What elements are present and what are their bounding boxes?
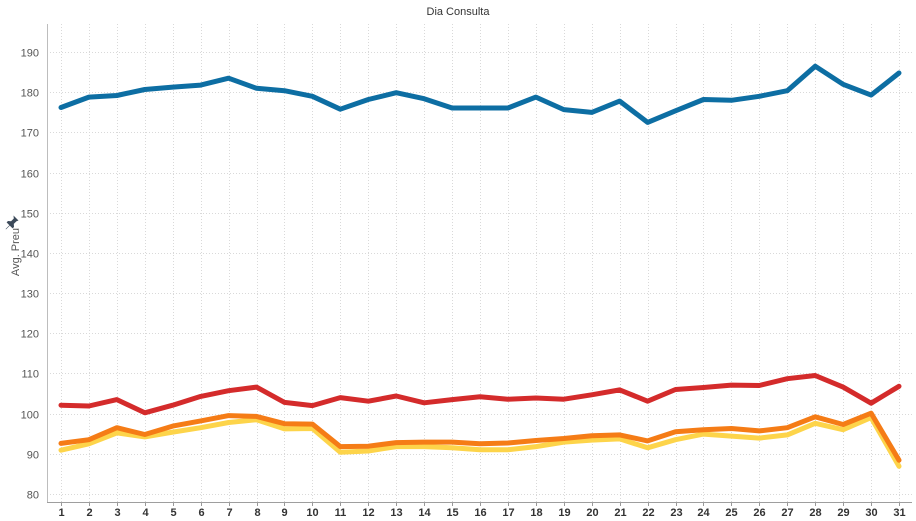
x-tick-label: 20 — [586, 507, 598, 519]
x-tick-label: 11 — [335, 507, 347, 519]
x-tick-label: 9 — [281, 507, 287, 519]
x-tick-label: 27 — [781, 507, 793, 519]
series-line-2 — [58, 373, 902, 416]
x-tick-label: 19 — [558, 507, 570, 519]
x-tick-label: 21 — [614, 507, 626, 519]
x-tick-label: 29 — [837, 507, 849, 519]
x-tick-label: 8 — [254, 507, 260, 519]
series-line-1 — [58, 63, 902, 125]
y-tick-label: 130 — [21, 289, 39, 301]
x-tick-label: 6 — [198, 507, 204, 519]
x-tick-label: 13 — [390, 507, 402, 519]
y-tick-label: 180 — [21, 88, 39, 100]
y-tick-label: 190 — [21, 48, 39, 60]
x-tick-label: 30 — [865, 507, 877, 519]
x-tick-label: 31 — [893, 507, 905, 519]
y-tick-label: 140 — [21, 249, 39, 261]
x-tick-label: 17 — [502, 507, 514, 519]
y-tick-label: 170 — [21, 128, 39, 140]
y-tick-label: 150 — [21, 209, 39, 221]
y-tick-label: 120 — [21, 329, 39, 341]
x-tick-label: 5 — [170, 507, 176, 519]
x-tick-label: 1 — [58, 507, 64, 519]
x-tick-label: 15 — [446, 507, 458, 519]
x-tick-label: 2 — [86, 507, 92, 519]
y-tick-label: 110 — [21, 369, 39, 381]
x-tick-label: 7 — [226, 507, 232, 519]
x-tick-label: 23 — [670, 507, 682, 519]
x-tick-label: 10 — [306, 507, 318, 519]
y-tick-label: 100 — [21, 410, 39, 422]
x-tick-label: 24 — [697, 507, 710, 519]
series-line-4 — [58, 410, 902, 463]
x-tick-label: 12 — [362, 507, 374, 519]
pin-icon[interactable] — [4, 214, 20, 230]
x-tick-label: 16 — [474, 507, 486, 519]
y-tick-label: 160 — [21, 169, 39, 181]
x-tick-label: 3 — [114, 507, 120, 519]
x-tick-label: 18 — [530, 507, 542, 519]
chart-title: Dia Consulta — [426, 6, 490, 18]
x-tick-label: 28 — [809, 507, 821, 519]
x-tick-label: 4 — [142, 507, 149, 519]
x-tick-label: 25 — [725, 507, 737, 519]
x-tick-label: 14 — [418, 507, 431, 519]
y-axis-title-group: Avg. Preu — [2, 210, 24, 290]
series-line-3 — [58, 415, 902, 469]
y-tick-label: 90 — [27, 450, 39, 462]
y-tick-label: 80 — [27, 490, 39, 502]
x-tick-label: 22 — [642, 507, 654, 519]
x-tick-label: 26 — [753, 507, 765, 519]
